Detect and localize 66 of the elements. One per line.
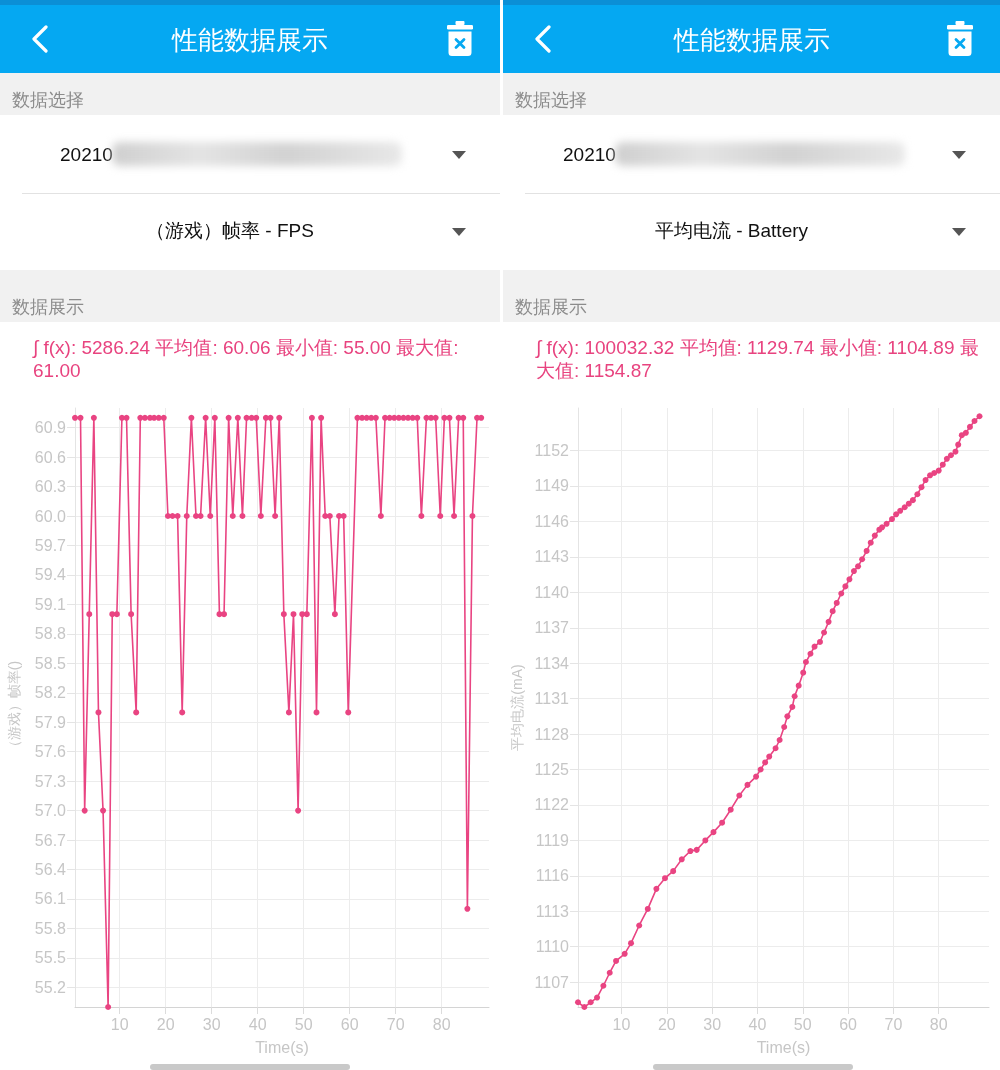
y-tick-label: 1107: [534, 973, 570, 991]
text: 平均电流 - Battery: [653, 219, 810, 243]
chart-title: 性能数据展示: [672, 25, 831, 55]
x-axis-title: Time(s): [255, 1038, 309, 1056]
y-tick-label: 1122: [534, 796, 570, 814]
y-tick-label: 55.8: [34, 919, 67, 937]
text: （游戏）帧率 - FPS: [145, 219, 315, 243]
x-tick-label: 70: [884, 1015, 903, 1033]
x-tick-label: 40: [248, 1015, 267, 1033]
y-tick-label: 57.3: [34, 772, 67, 790]
x-tick-label: 60: [340, 1015, 359, 1033]
y-tick-label: 57.6: [34, 743, 67, 761]
x-tick-label: 10: [612, 1015, 631, 1033]
chart-subtitle: ∫ f(x): 100032.32 平均值: 1129.74 最小值: 1104.89 最大值: 1154.87: [536, 336, 980, 382]
y-tick-label: 1119: [535, 831, 570, 849]
y-tick-label: 59.7: [34, 536, 67, 554]
text: 20210: [563, 143, 616, 167]
y-tick-label: 56.7: [34, 831, 67, 849]
y-tick-label: 59.4: [34, 566, 67, 584]
x-tick-label: 40: [748, 1015, 767, 1033]
x-tick-label: 80: [929, 1015, 948, 1033]
y-tick-label: 1134: [534, 654, 570, 672]
x-tick-label: 30: [703, 1015, 722, 1033]
y-tick-label: 1116: [535, 867, 570, 885]
chart-subtitle: ∫ f(x): 5286.24 平均值: 60.06 最小值: 55.00 最大值: 61.00: [33, 336, 460, 382]
x-tick-label: 30: [202, 1015, 221, 1033]
text: 数据展示: [12, 296, 84, 318]
text: 数据展示: [515, 296, 587, 318]
y-tick-label: 55.2: [34, 978, 67, 996]
x-tick-label: 80: [432, 1015, 451, 1033]
text: 20210: [60, 143, 113, 167]
y-tick-label: 1110: [535, 938, 570, 956]
y-tick-label: 58.5: [34, 654, 67, 672]
y-tick-label: 58.2: [34, 684, 67, 702]
x-tick-label: 70: [386, 1015, 405, 1033]
text: 数据选择: [515, 89, 587, 111]
y-tick-label: 1128: [534, 725, 570, 743]
y-tick-label: 1152: [534, 442, 570, 460]
x-tick-label: 50: [793, 1015, 812, 1033]
x-tick-label: 20: [657, 1015, 676, 1033]
y-tick-label: 56.1: [34, 890, 67, 908]
y-tick-label: 1149: [534, 477, 570, 495]
y-tick-label: 58.8: [34, 625, 67, 643]
y-tick-label: 1146: [534, 512, 570, 530]
y-tick-label: 59.1: [34, 595, 67, 613]
y-tick-label: 1143: [534, 548, 570, 566]
y-tick-label: 60.6: [34, 448, 67, 466]
x-tick-label: 50: [294, 1015, 313, 1033]
x-axis-title: Time(s): [756, 1038, 811, 1056]
y-tick-label: 55.5: [34, 949, 67, 967]
y-tick-label: 60.0: [34, 507, 67, 525]
chart-title: 性能数据展示: [170, 25, 329, 55]
y-tick-label: 1140: [534, 583, 570, 601]
y-tick-label: 1125: [534, 761, 570, 779]
x-tick-label: 20: [156, 1015, 175, 1033]
y-tick-label: 1113: [535, 902, 570, 920]
x-tick-label: 60: [839, 1015, 858, 1033]
text: 数据选择: [12, 89, 84, 111]
y-tick-label: 1137: [534, 619, 570, 637]
y-tick-label: 57.9: [34, 713, 67, 731]
y-tick-label: 56.4: [34, 861, 67, 879]
y-tick-label: 57.0: [34, 802, 67, 820]
y-tick-label: 60.9: [34, 419, 67, 437]
y-tick-label: 1131: [534, 690, 570, 708]
y-tick-label: 60.3: [34, 478, 67, 496]
x-tick-label: 10: [110, 1015, 129, 1033]
